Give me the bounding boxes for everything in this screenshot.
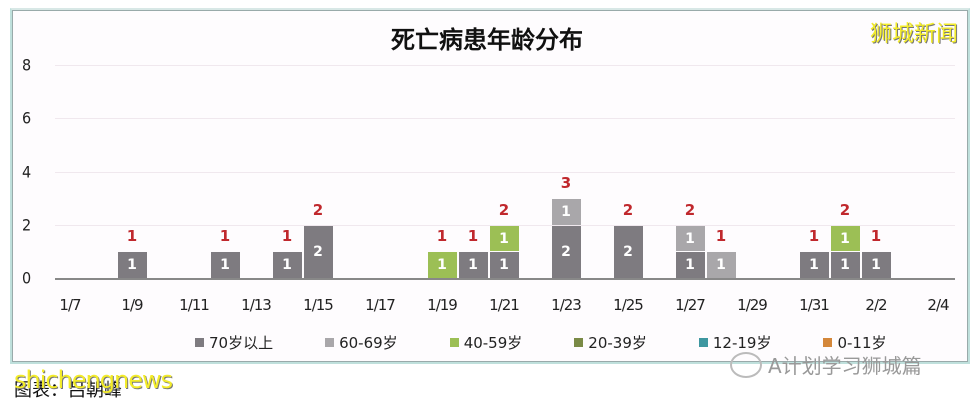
y-tick-label: 6 [22, 108, 32, 128]
bar-segment: 1 [830, 225, 860, 252]
bar-segment: 1 [675, 252, 705, 278]
legend: 70岁以上 60-69岁 40-59岁 20-39岁 12-19岁 0-11岁 [195, 332, 939, 353]
x-tick-label: 1/15 [303, 296, 334, 314]
bar-segment: 1 [861, 252, 891, 278]
bar-total-label: 1 [870, 227, 882, 246]
wechat-watermark: A计划学习狮城篇 [730, 350, 922, 379]
wechat-icon [730, 351, 762, 378]
gridline [55, 224, 955, 226]
bar-total-label: 1 [467, 227, 479, 246]
gridline [55, 65, 955, 66]
legend-item: 12-19岁 [698, 332, 772, 353]
legend-item: 60-69岁 [325, 332, 398, 353]
x-tick-label: 1/31 [799, 296, 830, 314]
bar-total-label: 2 [312, 200, 324, 219]
wechat-account-name: A计划学习狮城篇 [768, 354, 922, 378]
legend-item: 20-39岁 [574, 332, 647, 353]
watermark-bottom-left: shichengnews [14, 366, 173, 394]
legend-swatch-icon [574, 338, 584, 347]
legend-swatch-icon [698, 338, 708, 347]
gridline [55, 171, 955, 173]
chart-title: 死亡病患年龄分布 [391, 26, 583, 54]
y-tick-label: 0 [22, 268, 32, 288]
chart-frame [10, 8, 970, 364]
legend-label: 40-59岁 [463, 334, 523, 352]
x-tick-label: 2/2 [865, 296, 887, 314]
bar-segment: 1 [489, 225, 519, 252]
bar-total-label: 1 [126, 227, 138, 246]
bar-total-label: 1 [808, 227, 820, 246]
bar-segment: 1 [117, 252, 147, 278]
bar-total-label: 2 [622, 200, 634, 219]
bar-total-label: 3 [560, 174, 572, 193]
x-axis-line [55, 278, 955, 280]
legend-item: 40-59岁 [449, 332, 523, 353]
bar-segment: 1 [458, 252, 488, 278]
bar-segment: 1 [675, 225, 705, 252]
legend-label: 12-19岁 [712, 334, 772, 352]
x-tick-label: 1/27 [675, 296, 706, 314]
bar-segment: 1 [210, 252, 240, 278]
legend-label: 0-11岁 [837, 334, 887, 352]
chart-source-caption: 图表：吕朝峰 [14, 380, 122, 401]
watermark-top-right: 狮城新闻 [869, 22, 958, 47]
x-tick-label: 1/7 [59, 296, 81, 314]
legend-label: 70岁以上 [209, 334, 274, 352]
bar-segment: 2 [303, 225, 333, 278]
y-tick-label: 2 [22, 215, 32, 235]
bar-segment: 1 [551, 199, 581, 225]
x-tick-label: 1/25 [613, 296, 644, 314]
x-tick-label: 1/29 [737, 296, 768, 314]
x-tick-label: 1/11 [179, 296, 210, 314]
legend-item: 70岁以上 [195, 332, 273, 353]
legend-swatch-icon [449, 338, 459, 347]
bar-segment: 2 [551, 225, 581, 278]
x-tick-label: 1/17 [365, 296, 396, 314]
legend-swatch-icon [195, 338, 204, 347]
legend-swatch-icon [823, 338, 833, 347]
y-tick-label: 8 [22, 55, 32, 75]
bar-segment: 1 [272, 252, 302, 278]
bar-segment: 2 [613, 225, 643, 278]
bar-segment: 1 [706, 252, 736, 278]
legend-swatch-icon [325, 338, 335, 347]
x-tick-label: 1/23 [551, 296, 582, 314]
y-tick-label: 4 [22, 162, 32, 181]
x-tick-label: 1/13 [241, 296, 272, 314]
x-tick-label: 1/19 [427, 296, 458, 314]
bar-segment: 1 [799, 252, 829, 278]
x-tick-label: 1/21 [489, 296, 520, 314]
bar-total-label: 1 [436, 227, 448, 246]
gridline [55, 118, 955, 120]
bar-total-label: 2 [498, 200, 510, 219]
legend-item: 0-11岁 [823, 332, 887, 353]
bar-total-label: 2 [684, 200, 696, 219]
bar-total-label: 1 [219, 227, 231, 246]
bar-segment: 1 [830, 252, 860, 278]
bar-total-label: 2 [839, 200, 851, 219]
bar-total-label: 1 [715, 227, 727, 246]
legend-label: 60-69岁 [339, 334, 398, 352]
bar-segment: 1 [427, 252, 457, 278]
bar-segment: 1 [489, 252, 519, 278]
x-tick-label: 2/4 [927, 296, 949, 314]
legend-label: 20-39岁 [588, 334, 647, 352]
bar-total-label: 1 [281, 227, 293, 246]
x-tick-label: 1/9 [121, 296, 143, 314]
